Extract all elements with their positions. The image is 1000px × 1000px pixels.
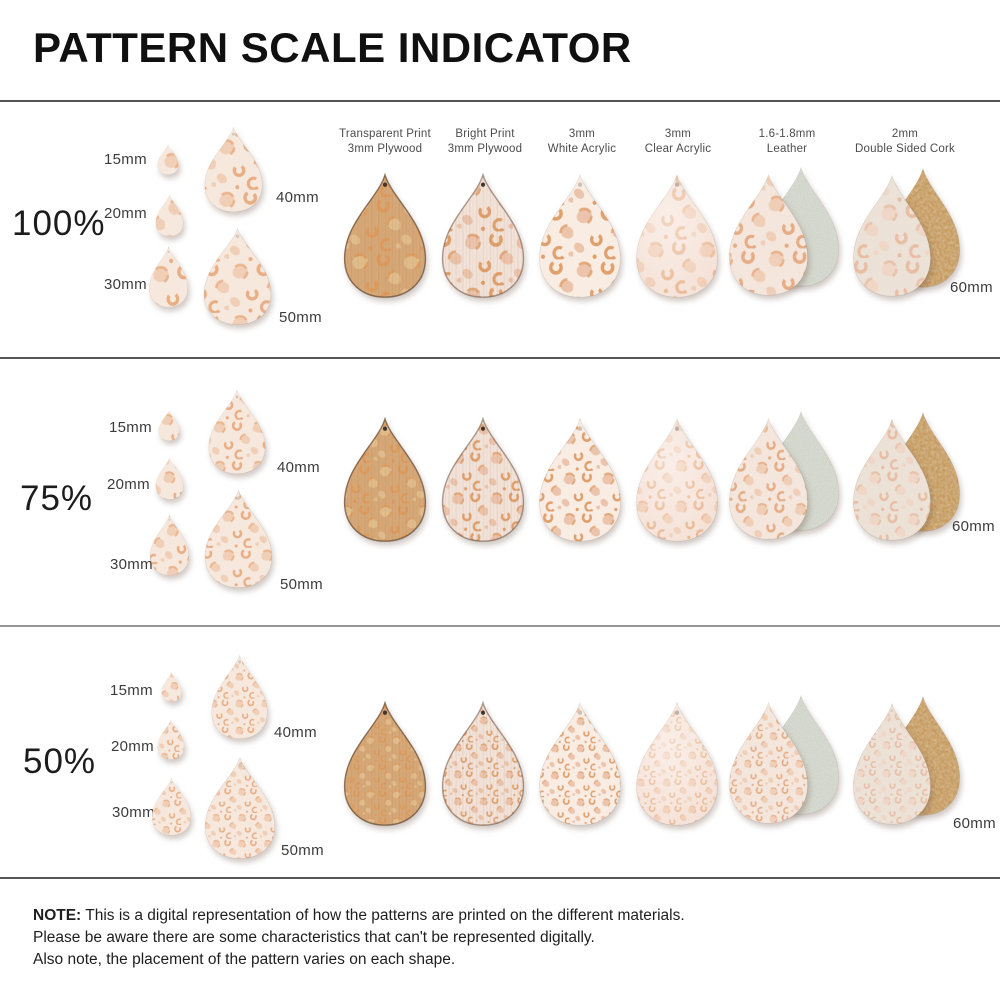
teardrop-75-15mm bbox=[158, 410, 180, 441]
teardrop-75-40mm bbox=[207, 389, 267, 475]
size-label-60mm: 60mm bbox=[952, 518, 995, 535]
teardrop-75-transparent-plywood bbox=[342, 417, 428, 543]
teardrop-100-40mm bbox=[203, 126, 264, 213]
teardrop-100-bright-plywood bbox=[440, 173, 526, 299]
column-header-white-acrylic: 3mm White Acrylic bbox=[502, 127, 662, 157]
column-header-transparent-plywood: Transparent Print 3mm Plywood bbox=[305, 127, 465, 157]
note-block: NOTE: This is a digital representation o… bbox=[33, 905, 685, 971]
teardrop-50-40mm bbox=[210, 654, 269, 740]
header-line: Transparent Print bbox=[339, 128, 431, 140]
size-label-50mm: 50mm bbox=[281, 842, 324, 859]
size-label-40mm: 40mm bbox=[277, 459, 320, 476]
teardrop-100-clear-acrylic bbox=[634, 173, 720, 299]
teardrop-50-clear-acrylic bbox=[634, 701, 720, 827]
teardrop-50-cork-front bbox=[851, 702, 933, 826]
teardrop-100-20mm bbox=[155, 194, 184, 237]
size-label-60mm: 60mm bbox=[950, 279, 993, 296]
header-line: 2mm bbox=[891, 128, 919, 140]
teardrop-100-cork-front bbox=[851, 174, 933, 298]
header-line: Leather bbox=[766, 142, 808, 155]
divider-line bbox=[0, 877, 1000, 879]
teardrop-50-30mm bbox=[151, 777, 192, 836]
header-line: Double Sided Cork bbox=[855, 142, 955, 155]
teardrop-75-clear-acrylic bbox=[634, 417, 720, 543]
size-label-30mm: 30mm bbox=[112, 804, 155, 821]
size-label-40mm: 40mm bbox=[274, 724, 317, 741]
header-line: Clear Acrylic bbox=[644, 142, 712, 155]
header-line: 3mm Plywood bbox=[347, 142, 423, 155]
header-line: 3mm bbox=[568, 128, 596, 140]
header-line: Bright Print bbox=[455, 128, 515, 140]
size-label-50mm: 50mm bbox=[280, 576, 323, 593]
header-line: White Acrylic bbox=[547, 142, 617, 155]
column-header-clear-acrylic: 3mm Clear Acrylic bbox=[598, 127, 758, 157]
size-label-50mm: 50mm bbox=[279, 309, 322, 326]
teardrop-75-white-acrylic bbox=[537, 417, 623, 543]
teardrop-75-leather-front bbox=[727, 417, 810, 541]
teardrop-100-transparent-plywood bbox=[342, 173, 428, 299]
divider-line bbox=[0, 100, 1000, 102]
teardrop-50-leather-front bbox=[727, 701, 810, 825]
size-label-20mm: 20mm bbox=[111, 738, 154, 755]
scale-label-50: 50% bbox=[23, 742, 97, 781]
divider-line bbox=[0, 357, 1000, 359]
header-line: 3mm bbox=[664, 128, 692, 140]
column-header-leather: 1.6-1.8mm Leather bbox=[707, 127, 867, 157]
size-label-30mm: 30mm bbox=[110, 556, 153, 573]
teardrop-100-leather-front bbox=[727, 173, 810, 297]
note-label: NOTE: bbox=[33, 907, 82, 924]
size-label-40mm: 40mm bbox=[276, 189, 319, 206]
teardrop-100-white-acrylic bbox=[537, 173, 623, 299]
size-label-20mm: 20mm bbox=[104, 205, 147, 222]
teardrop-75-cork-front bbox=[851, 418, 933, 542]
note-line-2: Please be aware there are some character… bbox=[33, 929, 595, 946]
teardrop-75-50mm bbox=[203, 489, 274, 589]
teardrop-50-50mm bbox=[203, 756, 277, 860]
column-header-cork: 2mm Double Sided Cork bbox=[825, 127, 985, 157]
note-line-1: NOTE: This is a digital representation o… bbox=[33, 907, 685, 924]
header-line: 1.6-1.8mm bbox=[758, 128, 816, 140]
teardrop-50-white-acrylic bbox=[537, 701, 623, 827]
header-line: 3mm Plywood bbox=[447, 142, 523, 155]
teardrop-50-transparent-plywood bbox=[342, 701, 428, 827]
scale-label-75: 75% bbox=[20, 479, 94, 518]
column-header-bright-plywood: Bright Print 3mm Plywood bbox=[405, 127, 565, 157]
size-label-15mm: 15mm bbox=[109, 419, 152, 436]
note-line-3: Also note, the placement of the pattern … bbox=[33, 951, 456, 968]
teardrop-50-15mm bbox=[161, 672, 182, 702]
scale-label-100: 100% bbox=[12, 204, 106, 243]
divider-line bbox=[0, 625, 1000, 627]
teardrop-100-15mm bbox=[157, 144, 179, 175]
teardrop-50-bright-plywood bbox=[440, 701, 526, 827]
teardrop-50-20mm bbox=[157, 719, 185, 760]
teardrop-75-20mm bbox=[155, 457, 184, 500]
size-label-20mm: 20mm bbox=[107, 476, 150, 493]
teardrop-100-50mm bbox=[202, 227, 273, 326]
size-label-30mm: 30mm bbox=[104, 276, 147, 293]
teardrop-100-30mm bbox=[148, 246, 189, 308]
page-title: PATTERN SCALE INDICATOR bbox=[33, 24, 632, 71]
teardrop-75-bright-plywood bbox=[440, 417, 526, 543]
size-label-60mm: 60mm bbox=[953, 815, 996, 832]
teardrop-75-30mm bbox=[149, 514, 190, 576]
size-label-15mm: 15mm bbox=[104, 151, 147, 168]
size-label-15mm: 15mm bbox=[110, 682, 153, 699]
